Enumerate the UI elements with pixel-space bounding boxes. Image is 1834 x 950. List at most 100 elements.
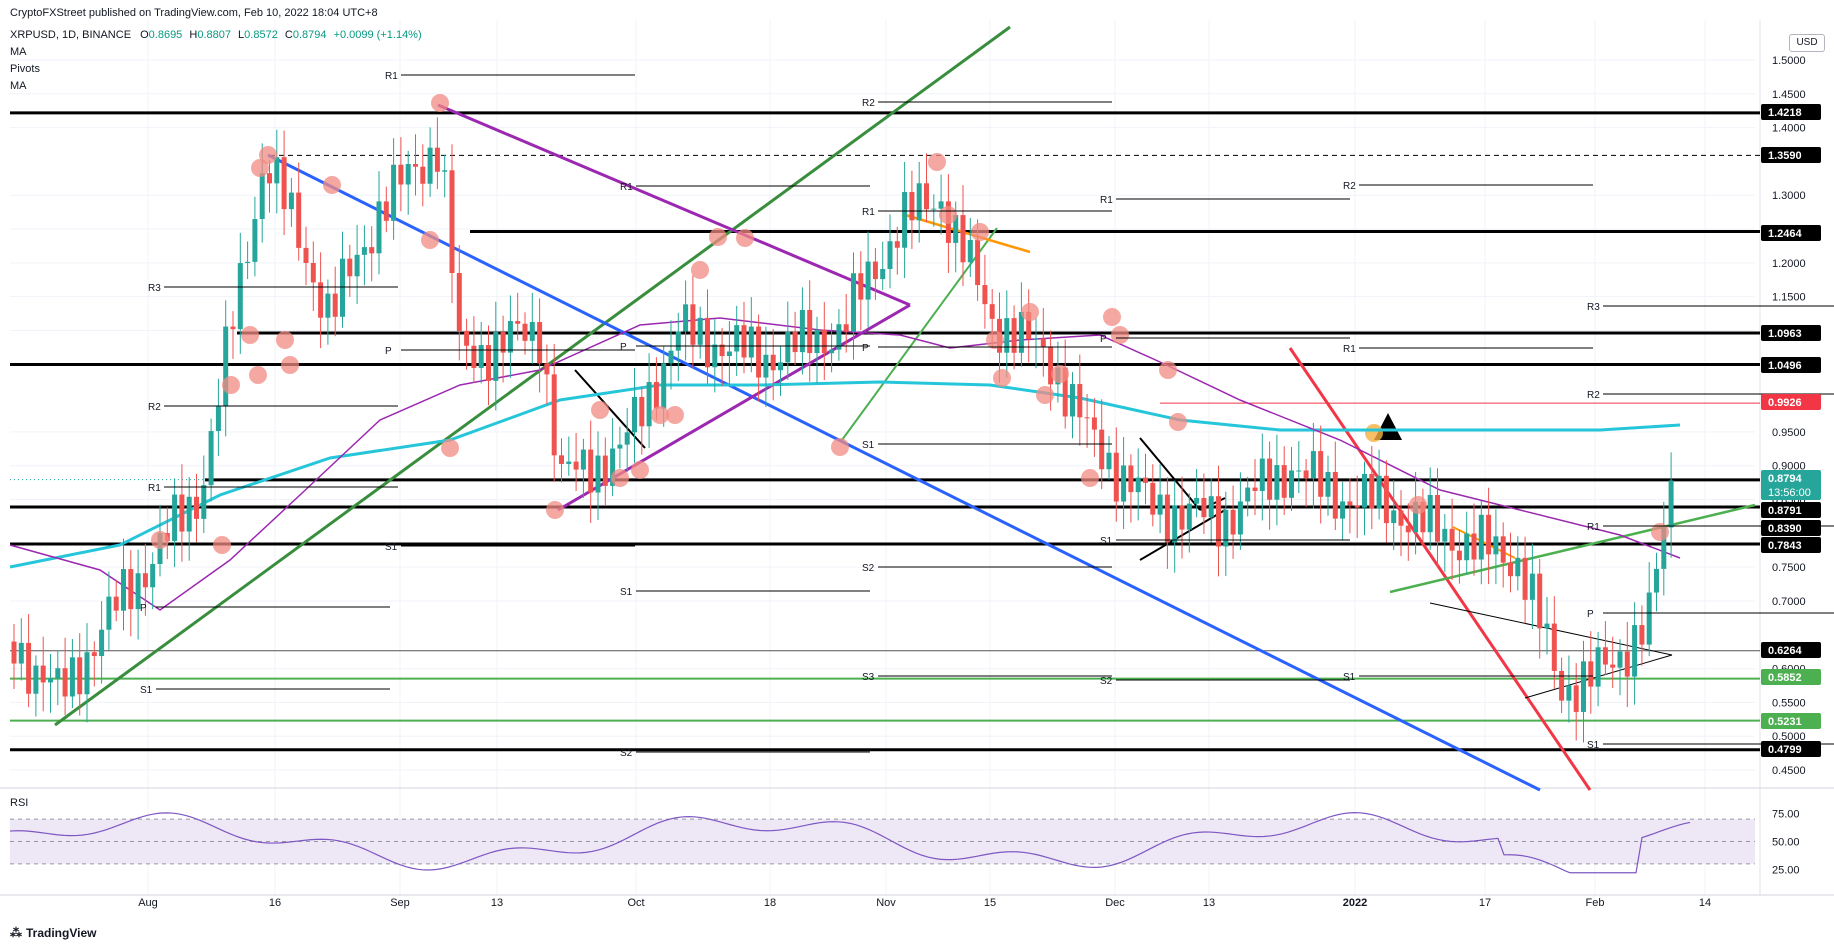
candle-body	[953, 215, 959, 243]
candle-body	[938, 201, 944, 209]
candle-body	[712, 344, 718, 368]
candle-body	[851, 273, 856, 332]
candle-body	[361, 247, 367, 255]
change-value: +0.0099 (+1.14%)	[333, 29, 422, 41]
candle-body	[1077, 384, 1083, 418]
candle-body	[91, 652, 97, 657]
candle-body	[588, 449, 594, 493]
time-tick: 13	[1203, 897, 1215, 909]
pattern-marker	[1159, 361, 1177, 379]
pattern-marker	[1021, 303, 1039, 321]
pivot-label: S1	[140, 685, 153, 696]
candle-body	[442, 170, 448, 172]
pattern-marker	[441, 439, 459, 457]
candle-body	[1296, 470, 1302, 472]
pattern-marker	[1051, 365, 1069, 383]
price-label: 0.5231	[1768, 716, 1802, 728]
candle-body	[471, 345, 477, 368]
candle-body	[931, 208, 937, 210]
trendline	[841, 227, 998, 441]
pattern-marker	[939, 206, 957, 224]
candle-body	[982, 285, 988, 305]
pivot-label: S3	[862, 672, 875, 683]
candle-body	[1274, 465, 1280, 500]
pattern-marker	[323, 176, 341, 194]
candle-body	[1121, 465, 1127, 502]
candle-body	[1661, 527, 1667, 569]
candle-body	[894, 241, 900, 248]
candle-body	[420, 166, 426, 184]
pattern-marker	[546, 501, 564, 519]
candle-body	[84, 652, 90, 695]
candle-body	[500, 332, 506, 353]
candle-body	[434, 147, 440, 172]
trendline	[1288, 347, 1592, 791]
candle-body	[515, 321, 521, 324]
candle-body	[1318, 451, 1324, 497]
candle-body	[383, 201, 389, 221]
pattern-marker	[709, 228, 727, 246]
candle-body	[1230, 509, 1236, 535]
candle-body	[106, 596, 112, 630]
tradingview-logo[interactable]: ⁂ TradingView	[10, 926, 96, 940]
time-tick: Nov	[876, 897, 896, 909]
trendline	[437, 103, 911, 307]
candle-body	[1325, 471, 1331, 497]
indicator-pivots[interactable]: Pivots	[10, 63, 40, 75]
candle-body	[1216, 496, 1221, 547]
candle-body	[369, 247, 375, 254]
candle-body	[208, 431, 214, 486]
high-value: 0.8807	[197, 29, 231, 41]
indicator-ma-1[interactable]: MA	[10, 46, 27, 58]
pattern-marker	[249, 366, 267, 384]
pivot-label: R2	[862, 98, 875, 109]
candle-body	[909, 192, 915, 221]
price-label-bg	[1761, 520, 1821, 536]
candle-body	[719, 344, 725, 357]
time-tick: Dec	[1105, 897, 1125, 909]
candle-body	[1559, 670, 1565, 701]
candle-body	[26, 642, 32, 694]
time-axis[interactable]: Aug 16 Sep 13 Oct 18 Nov 15 Dec 13 2022 17 Feb 14	[138, 897, 1711, 909]
candlestick-series	[11, 117, 1674, 743]
price-label: 0.8791	[1768, 505, 1802, 517]
price-axis[interactable]: 1.50001.45001.40001.30001.25001.20001.15…	[1772, 55, 1806, 777]
symbol-name[interactable]: XRPUSD, 1D, BINANCE	[10, 29, 132, 41]
candle-body	[1106, 452, 1112, 470]
candle-body	[237, 263, 243, 330]
pattern-marker	[651, 406, 669, 424]
candle-body	[675, 331, 681, 351]
candle-body	[1654, 568, 1659, 593]
candle-body	[1157, 494, 1163, 515]
highlight-marker	[1365, 424, 1383, 442]
candle-body	[1369, 473, 1375, 509]
candle-body	[288, 192, 294, 210]
pattern-marker	[213, 536, 231, 554]
candle-body	[1281, 465, 1287, 498]
time-tick: Sep	[390, 897, 410, 909]
tradingview-mark-icon: ⁂	[10, 926, 22, 940]
candle-body	[391, 164, 397, 221]
candle-body	[807, 309, 813, 354]
pattern-marker	[993, 369, 1011, 387]
indicator-ma-2[interactable]: MA	[10, 80, 27, 92]
candle-body	[398, 164, 404, 185]
candle-body	[967, 240, 973, 263]
price-label-bg	[1761, 502, 1821, 518]
pattern-marker	[986, 331, 1004, 349]
pattern-marker	[736, 229, 754, 247]
pattern-marker	[431, 94, 449, 112]
ma-slow-line	[9, 380, 1681, 569]
candle-body	[690, 304, 696, 345]
price-countdown: 13:56:00	[1768, 487, 1811, 499]
candle-body	[456, 273, 462, 331]
currency-button[interactable]: USD	[1789, 34, 1825, 52]
candle-body	[1515, 557, 1521, 577]
rsi-pane: 75.00 50.00 25.00	[9, 809, 1800, 876]
price-label: 1.3590	[1768, 150, 1802, 162]
candle-body	[1223, 509, 1229, 547]
candle-body	[624, 432, 630, 445]
candle-body	[975, 240, 981, 286]
candle-body	[632, 396, 637, 433]
